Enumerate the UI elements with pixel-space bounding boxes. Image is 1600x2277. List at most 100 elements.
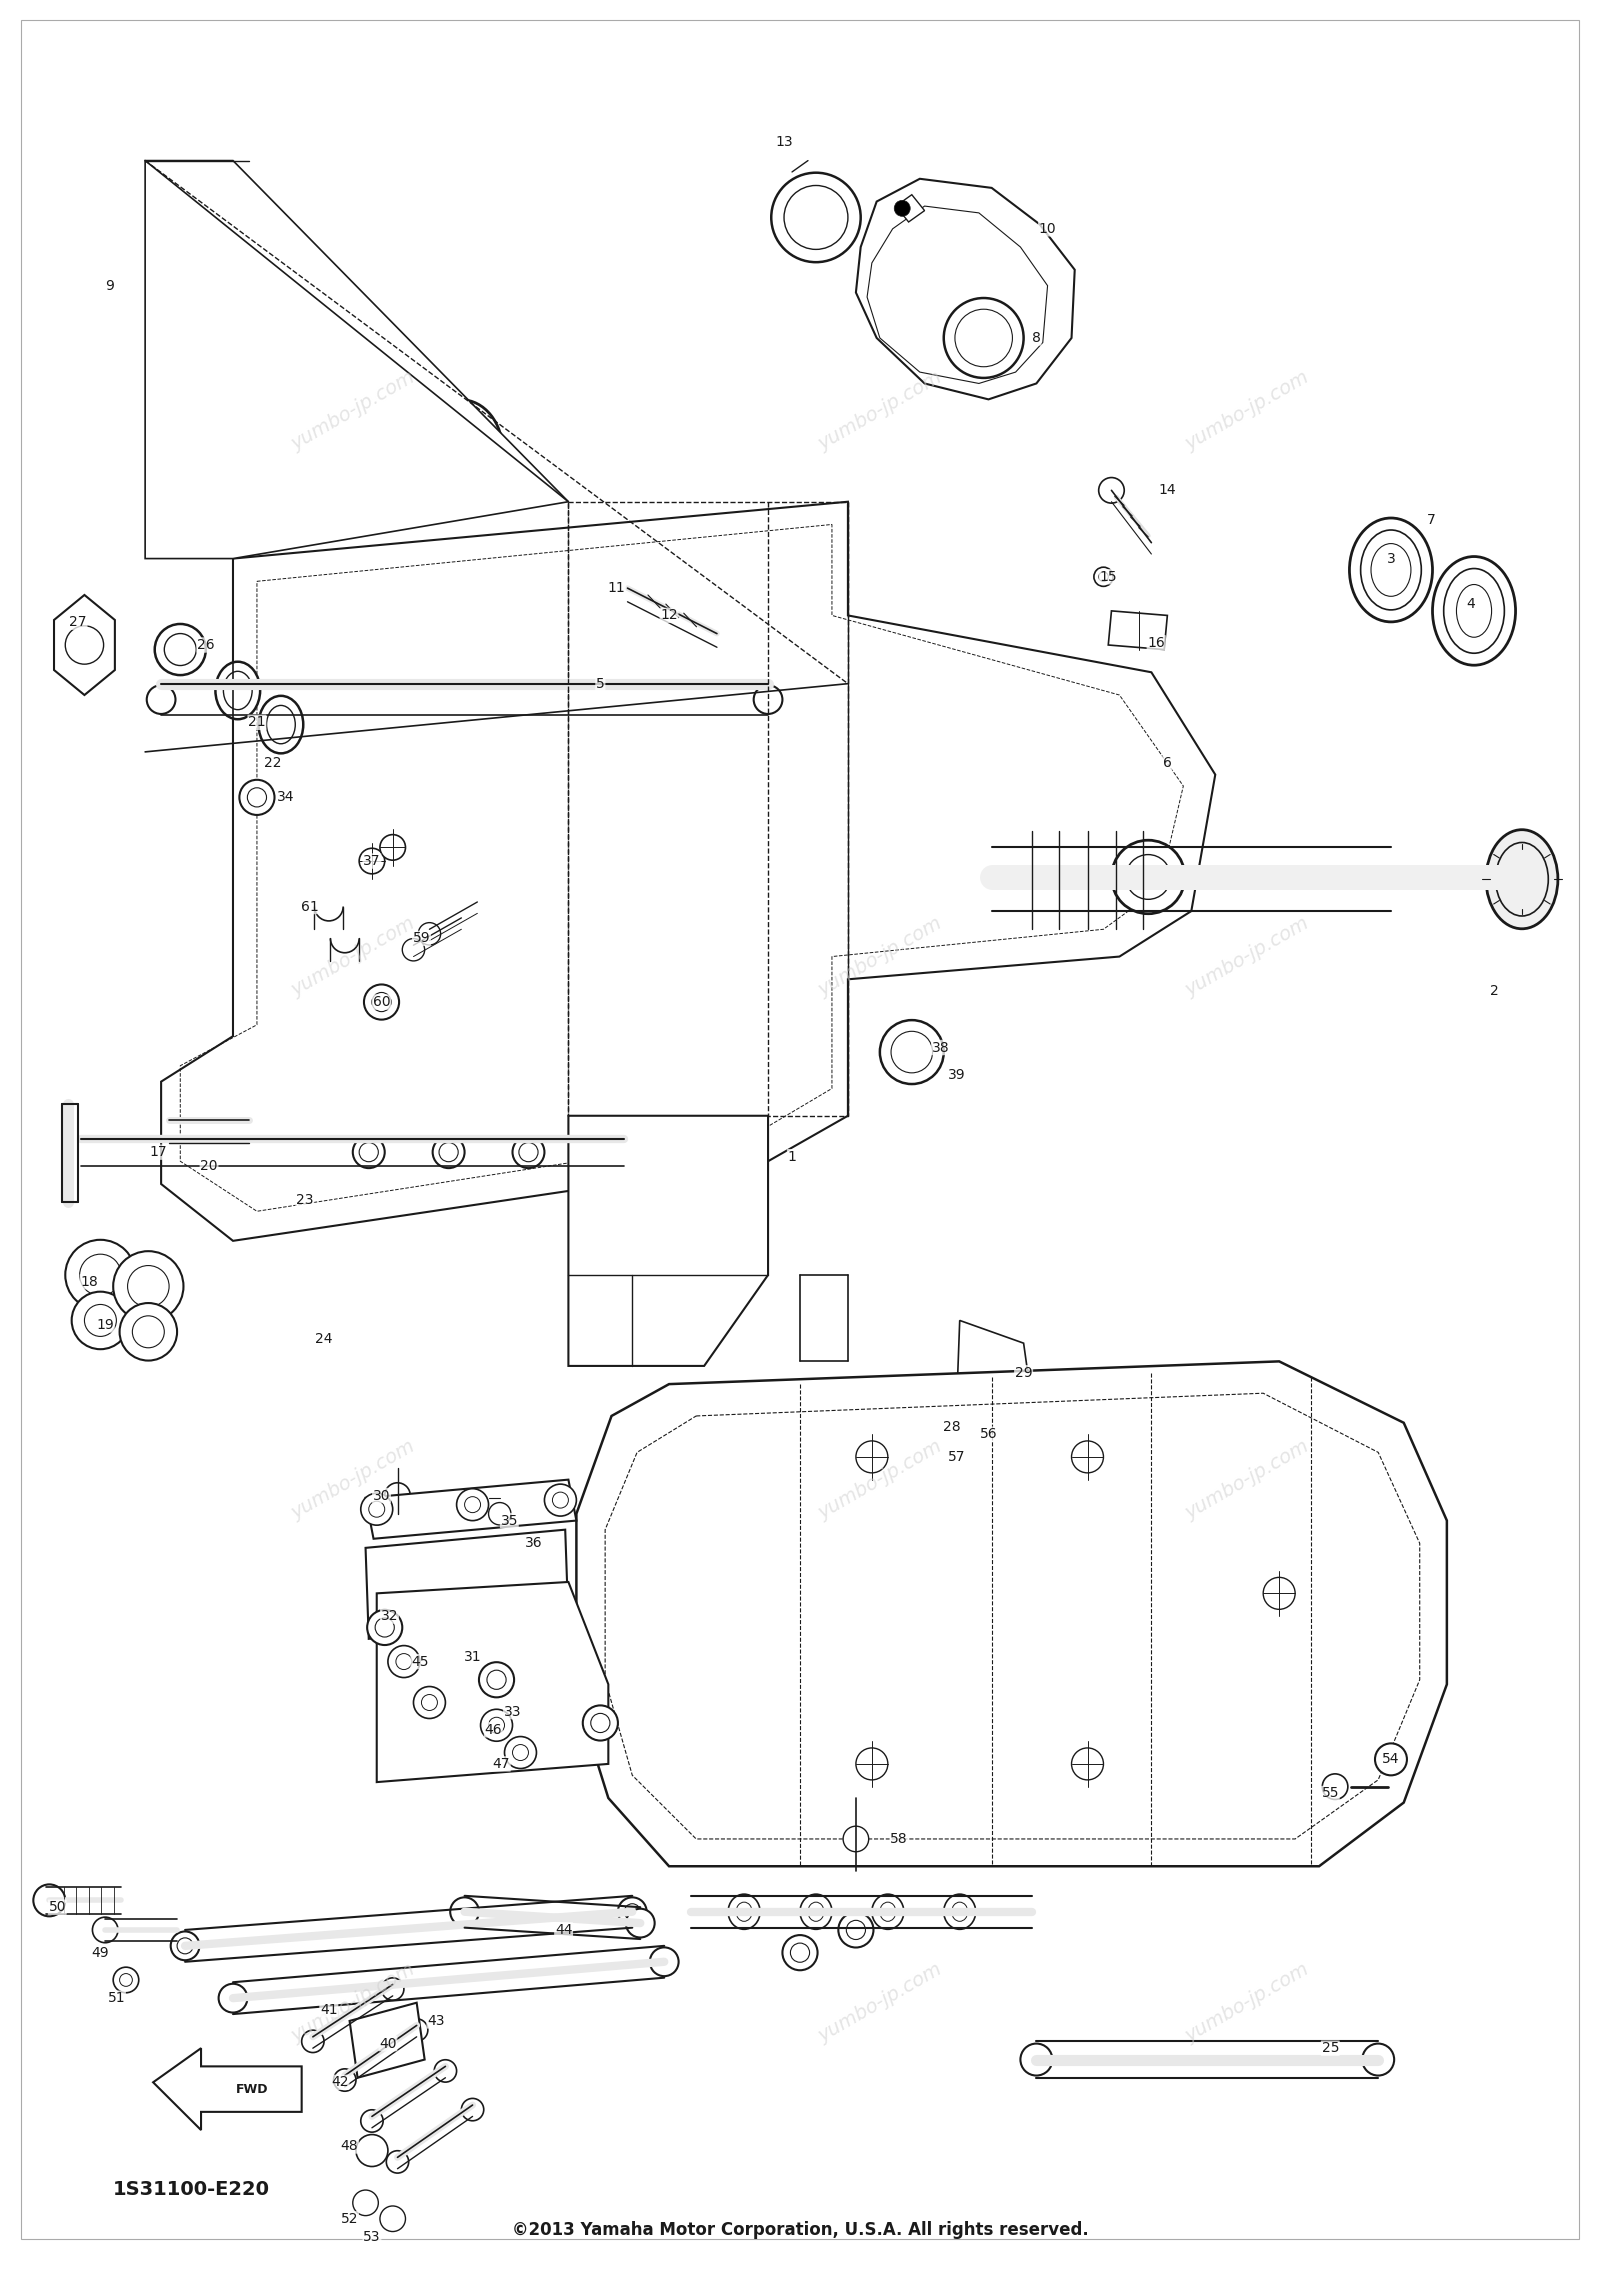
Polygon shape — [146, 162, 568, 558]
Text: 34: 34 — [277, 790, 294, 804]
Ellipse shape — [1021, 2042, 1053, 2077]
Polygon shape — [1109, 610, 1168, 649]
Ellipse shape — [216, 663, 261, 720]
Ellipse shape — [461, 2099, 483, 2120]
Text: 44: 44 — [555, 1924, 573, 1938]
Ellipse shape — [360, 2111, 382, 2131]
Ellipse shape — [626, 1908, 654, 1938]
Text: ©2013 Yamaha Motor Corporation, U.S.A. All rights reserved.: ©2013 Yamaha Motor Corporation, U.S.A. A… — [512, 2220, 1088, 2238]
Circle shape — [384, 1482, 410, 1507]
Ellipse shape — [1362, 2042, 1394, 2077]
Text: yumbo-jp.com: yumbo-jp.com — [1182, 1437, 1312, 1523]
Circle shape — [1374, 1744, 1406, 1776]
Text: 7: 7 — [1427, 512, 1435, 526]
Circle shape — [944, 298, 1024, 378]
Text: 60: 60 — [373, 995, 390, 1009]
Circle shape — [352, 2190, 378, 2216]
Polygon shape — [162, 501, 1216, 1241]
Text: 23: 23 — [296, 1193, 314, 1207]
Text: 25: 25 — [1322, 2040, 1339, 2056]
Ellipse shape — [480, 1710, 512, 1742]
Text: yumbo-jp.com: yumbo-jp.com — [814, 1960, 946, 2045]
Ellipse shape — [259, 697, 304, 754]
Polygon shape — [888, 1389, 960, 1446]
Text: 51: 51 — [107, 1990, 125, 2006]
Ellipse shape — [336, 378, 418, 480]
Text: 46: 46 — [485, 1724, 502, 1737]
Ellipse shape — [618, 1897, 646, 1926]
Circle shape — [843, 1826, 869, 1851]
Circle shape — [34, 1885, 66, 1917]
Text: 53: 53 — [363, 2229, 381, 2243]
Text: yumbo-jp.com: yumbo-jp.com — [1182, 1960, 1312, 2045]
Text: 43: 43 — [427, 2013, 445, 2029]
Circle shape — [1322, 1774, 1347, 1799]
Ellipse shape — [413, 1687, 445, 1719]
Ellipse shape — [434, 2061, 456, 2081]
Circle shape — [379, 836, 405, 861]
Polygon shape — [154, 2049, 302, 2129]
Polygon shape — [365, 1480, 576, 1539]
Text: 41: 41 — [320, 2001, 338, 2017]
Text: 29: 29 — [1014, 1366, 1032, 1380]
Text: 35: 35 — [501, 1514, 518, 1528]
Text: 16: 16 — [1147, 635, 1165, 649]
Text: FWD: FWD — [235, 2083, 269, 2095]
Text: 3: 3 — [1387, 551, 1395, 565]
Text: 26: 26 — [197, 638, 214, 651]
Circle shape — [880, 1020, 944, 1084]
Ellipse shape — [381, 1979, 403, 1999]
Text: yumbo-jp.com: yumbo-jp.com — [288, 1437, 418, 1523]
Polygon shape — [568, 1116, 768, 1366]
Polygon shape — [349, 2004, 424, 2077]
Circle shape — [1262, 1578, 1294, 1610]
Ellipse shape — [432, 1136, 464, 1168]
Ellipse shape — [450, 1897, 478, 1926]
Text: 13: 13 — [776, 134, 794, 150]
Ellipse shape — [1094, 567, 1114, 587]
Circle shape — [771, 173, 861, 262]
Ellipse shape — [171, 1931, 200, 1960]
Circle shape — [1099, 478, 1125, 503]
Text: 61: 61 — [301, 899, 318, 913]
Text: yumbo-jp.com: yumbo-jp.com — [1182, 913, 1312, 1000]
Text: 58: 58 — [890, 1833, 907, 1847]
Circle shape — [189, 305, 310, 426]
Text: 10: 10 — [1038, 221, 1056, 237]
Text: 1S31100-E220: 1S31100-E220 — [114, 2179, 270, 2200]
Text: 38: 38 — [931, 1041, 949, 1054]
Text: yumbo-jp.com: yumbo-jp.com — [288, 367, 418, 453]
Text: 17: 17 — [149, 1145, 166, 1159]
Ellipse shape — [582, 1705, 618, 1740]
Text: 1: 1 — [787, 1150, 797, 1164]
Circle shape — [856, 1749, 888, 1781]
Text: yumbo-jp.com: yumbo-jp.com — [814, 1437, 946, 1523]
Ellipse shape — [120, 1302, 178, 1362]
Text: 28: 28 — [942, 1421, 960, 1435]
Circle shape — [360, 1494, 392, 1526]
Ellipse shape — [419, 401, 502, 503]
Polygon shape — [376, 1583, 608, 1783]
Text: 12: 12 — [661, 608, 678, 622]
Text: 47: 47 — [493, 1758, 510, 1772]
Text: 21: 21 — [248, 715, 266, 729]
Text: 50: 50 — [48, 1901, 66, 1915]
Ellipse shape — [1432, 556, 1515, 665]
Text: 32: 32 — [381, 1610, 398, 1624]
Polygon shape — [576, 1362, 1446, 1867]
Ellipse shape — [782, 1935, 818, 1970]
Ellipse shape — [302, 2031, 325, 2052]
Text: 37: 37 — [363, 854, 381, 868]
Text: 40: 40 — [379, 2036, 397, 2052]
Text: 14: 14 — [1158, 483, 1176, 496]
Ellipse shape — [1486, 829, 1558, 929]
Text: 33: 33 — [504, 1705, 522, 1719]
Text: 19: 19 — [96, 1318, 114, 1332]
Ellipse shape — [1349, 517, 1432, 622]
Ellipse shape — [240, 779, 275, 815]
Polygon shape — [896, 196, 925, 221]
Text: 18: 18 — [80, 1275, 98, 1289]
Ellipse shape — [147, 685, 176, 715]
Circle shape — [894, 200, 910, 216]
Ellipse shape — [114, 1967, 139, 1992]
